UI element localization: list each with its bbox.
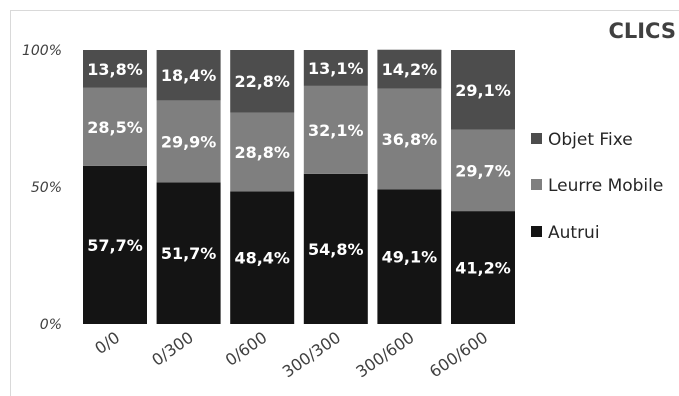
data-label: 51,7%	[161, 244, 217, 263]
bar-segment-objet-fixe	[83, 50, 147, 88]
bar-segment-leurre-mobile	[377, 88, 442, 190]
y-tick-label: 50%	[31, 180, 62, 196]
x-tick-label: 0/0	[91, 328, 123, 358]
bar-segment-leurre-mobile	[230, 112, 295, 192]
y-tick-label: 100%	[22, 43, 62, 59]
data-label: 48,4%	[234, 249, 290, 268]
data-label: 57,7%	[87, 236, 143, 255]
data-label: 28,8%	[234, 143, 290, 162]
bar-segment-autrui	[451, 211, 515, 324]
data-label: 54,8%	[308, 240, 364, 259]
data-label: 14,2%	[382, 60, 438, 79]
legend-swatch	[531, 179, 542, 190]
bar-segment-leurre-mobile	[156, 100, 221, 183]
x-axis: 0/0 0/300 0/600 300/300 300/600 600/600	[91, 328, 491, 382]
bar-segment-objet-fixe	[377, 49, 442, 89]
bar-segment-autrui	[83, 165, 147, 324]
data-label: 49,1%	[382, 248, 438, 267]
bar-segment-leurre-mobile	[303, 85, 368, 174]
bar-segment-leurre-mobile	[451, 129, 515, 212]
x-tick-label: 300/300	[279, 328, 344, 382]
x-tick-label: 300/600	[352, 328, 417, 382]
bar-segment-autrui	[156, 182, 221, 324]
data-labels: 57,7% 28,5% 13,8% 51,7% 29,9% 18,4% 48,4% 28,8%…	[87, 59, 511, 278]
legend-swatch	[531, 133, 542, 144]
y-tick-label: 0%	[40, 317, 62, 333]
data-label: 41,2%	[455, 259, 511, 278]
legend-swatch	[531, 226, 542, 237]
data-label: 18,4%	[161, 66, 217, 85]
bar-segment-objet-fixe	[156, 50, 221, 101]
chart-title: CLICS	[608, 19, 676, 43]
legend-label: Autrui	[548, 223, 600, 243]
bar-segment-autrui	[377, 189, 442, 324]
data-label: 28,5%	[87, 118, 143, 137]
data-label: 32,1%	[308, 121, 364, 140]
bar-segment-objet-fixe	[451, 50, 515, 130]
legend-label: Leurre Mobile	[548, 176, 663, 196]
legend: Objet Fixe Leurre Mobile Autrui	[531, 130, 663, 243]
y-axis: 0% 50% 100%	[22, 43, 62, 333]
legend-label: Objet Fixe	[548, 130, 633, 150]
data-label: 29,9%	[161, 132, 217, 151]
data-label: 29,1%	[455, 81, 511, 100]
bar-segment-leurre-mobile	[83, 87, 147, 166]
bar-segment-objet-fixe	[230, 50, 295, 113]
bar-segment-autrui	[230, 191, 295, 324]
data-label: 22,8%	[234, 72, 290, 91]
x-tick-label: 600/600	[426, 328, 491, 382]
data-label: 13,1%	[308, 59, 364, 78]
bar-segment-autrui	[303, 173, 368, 324]
x-tick-label: 0/300	[148, 328, 197, 370]
data-label: 13,8%	[87, 60, 143, 79]
data-label: 29,7%	[455, 161, 511, 180]
data-label: 36,8%	[382, 130, 438, 149]
x-tick-label: 0/600	[222, 328, 271, 370]
bar-segment-objet-fixe	[303, 50, 368, 86]
bars	[83, 49, 515, 324]
